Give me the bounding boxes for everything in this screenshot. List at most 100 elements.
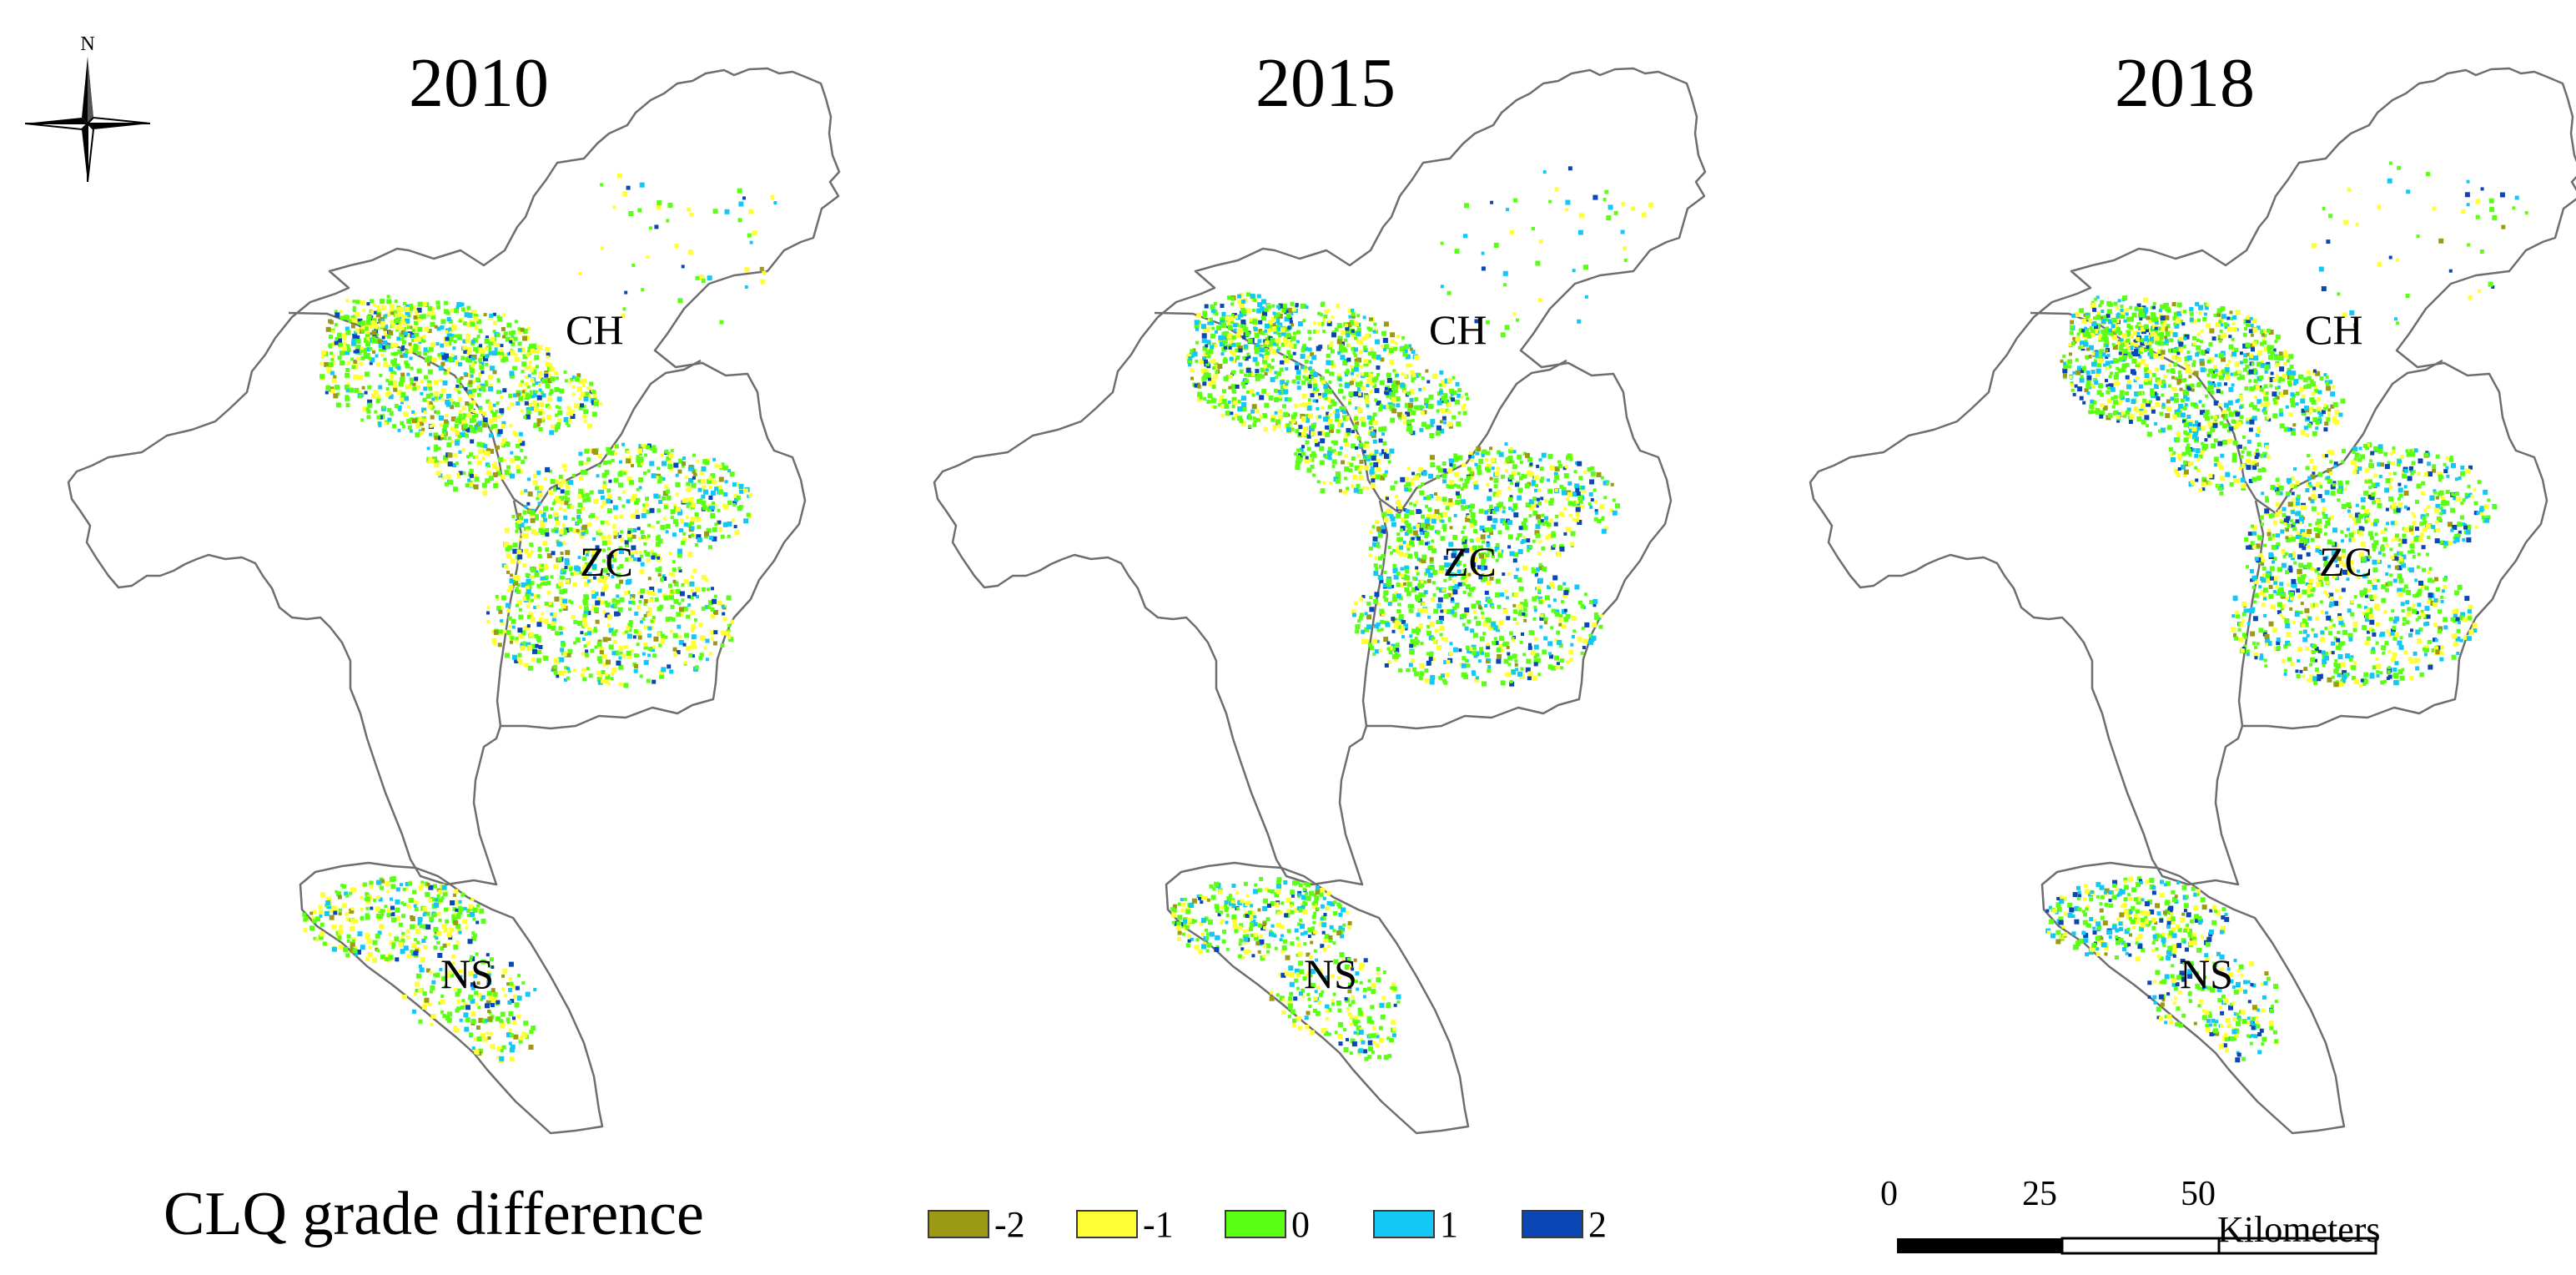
grade-pixel: [457, 335, 463, 340]
grade-pixel: [638, 600, 642, 603]
grade-pixel: [388, 953, 392, 957]
grade-pixel: [1548, 518, 1553, 523]
grade-pixel: [433, 973, 437, 977]
grade-pixel: [584, 448, 590, 454]
grade-pixel: [611, 668, 617, 673]
grade-pixel: [601, 670, 606, 674]
grade-pixel: [541, 512, 546, 517]
grade-pixel: [1305, 456, 1309, 460]
grade-pixel: [530, 406, 535, 411]
grade-pixel: [470, 998, 475, 1004]
grade-pixel: [1357, 488, 1363, 494]
grade-pixel: [729, 471, 735, 477]
grade-pixel: [1323, 416, 1328, 422]
grade-pixel: [418, 314, 423, 319]
grade-pixel: [453, 945, 459, 950]
grade-pixel: [1379, 578, 1384, 583]
grade-pixel: [576, 521, 580, 525]
grade-pixel: [1220, 414, 1225, 418]
grade-pixel: [1291, 343, 1297, 349]
grade-pixel: [1397, 386, 1401, 389]
grade-pixel: [478, 372, 483, 377]
grade-pixel: [1270, 358, 1275, 362]
grade-pixel: [629, 552, 633, 557]
grade-pixel: [542, 541, 548, 547]
grade-pixel: [533, 424, 536, 428]
grade-pixel: [455, 940, 460, 944]
grade-pixel: [1451, 597, 1454, 601]
grade-pixel: [433, 926, 439, 932]
grade-pixel: [555, 413, 559, 417]
grade-pixel: [350, 945, 354, 949]
grade-pixel: [637, 537, 641, 541]
grade-pixel: [649, 507, 655, 513]
grade-pixel: [1426, 541, 1431, 545]
grade-pixel: [1603, 496, 1607, 500]
grade-pixel: [682, 498, 687, 503]
grade-pixel: [400, 326, 405, 330]
grade-pixel: [1312, 453, 1317, 458]
grade-pixel: [1547, 641, 1553, 647]
grade-pixel: [400, 949, 405, 955]
grade-pixel: [397, 406, 402, 410]
grade-pixel: [1343, 438, 1348, 443]
grade-pixel: [1276, 305, 1280, 309]
grade-pixel: [530, 598, 534, 602]
grade-pixel: [1205, 361, 1210, 366]
grade-pixel: [522, 335, 527, 341]
grade-pixel: [628, 622, 632, 627]
grade-pixel: [1391, 383, 1396, 388]
grade-pixel: [1587, 466, 1592, 471]
grade-pixel: [1307, 381, 1312, 386]
grade-pixel: [1582, 638, 1588, 644]
grade-pixel: [453, 355, 458, 360]
grade-pixel: [389, 304, 395, 310]
grade-pixel: [445, 414, 449, 417]
grade-pixel: [320, 892, 326, 898]
grade-pixel: [1361, 595, 1366, 598]
grade-pixel: [665, 530, 669, 534]
grade-pixel: [309, 925, 315, 931]
grade-pixel: [1201, 375, 1207, 381]
grade-pixel: [358, 391, 362, 395]
grade-pixel: [1393, 346, 1397, 351]
grade-pixel: [1337, 451, 1342, 456]
grade-pixel: [1441, 380, 1446, 385]
grade-pixel: [546, 590, 551, 595]
grade-pixel: [1442, 528, 1446, 532]
grade-pixel: [1224, 404, 1230, 409]
grade-pixel: [390, 311, 395, 315]
grade-pixel: [1452, 647, 1458, 653]
grade-pixel: [1441, 496, 1447, 502]
grade-pixel: [615, 583, 621, 589]
grade-pixel: [714, 522, 718, 527]
grade-pixel: [1536, 464, 1540, 468]
grade-pixel: [682, 532, 687, 536]
grade-pixel: [1438, 568, 1444, 574]
grade-pixel: [1462, 563, 1467, 567]
grade-pixel: [496, 333, 501, 338]
grade-pixel: [606, 494, 612, 500]
grade-pixel: [491, 424, 496, 429]
grade-pixel: [1577, 520, 1582, 525]
grade-pixel: [445, 356, 450, 362]
grade-pixel: [1204, 304, 1209, 309]
grade-pixel: [597, 577, 603, 583]
grade-pixel: [500, 351, 505, 356]
grade-pixel: [1383, 321, 1389, 327]
grade-pixel: [423, 386, 428, 391]
grade-pixel: [1366, 486, 1370, 490]
grade-pixel: [410, 304, 413, 307]
grade-pixel: [1405, 354, 1411, 360]
grade-pixel: [1384, 391, 1387, 395]
grade-pixel: [1512, 464, 1517, 470]
grade-pixel: [1399, 346, 1405, 351]
grade-pixel: [571, 517, 576, 521]
grade-pixel: [1434, 492, 1437, 496]
grade-pixel: [502, 313, 506, 317]
grade-pixel: [1327, 320, 1331, 324]
grade-pixel: [582, 638, 586, 642]
grade-pixel: [582, 600, 588, 606]
grade-pixel: [433, 447, 438, 452]
grade-pixel: [1285, 423, 1291, 428]
